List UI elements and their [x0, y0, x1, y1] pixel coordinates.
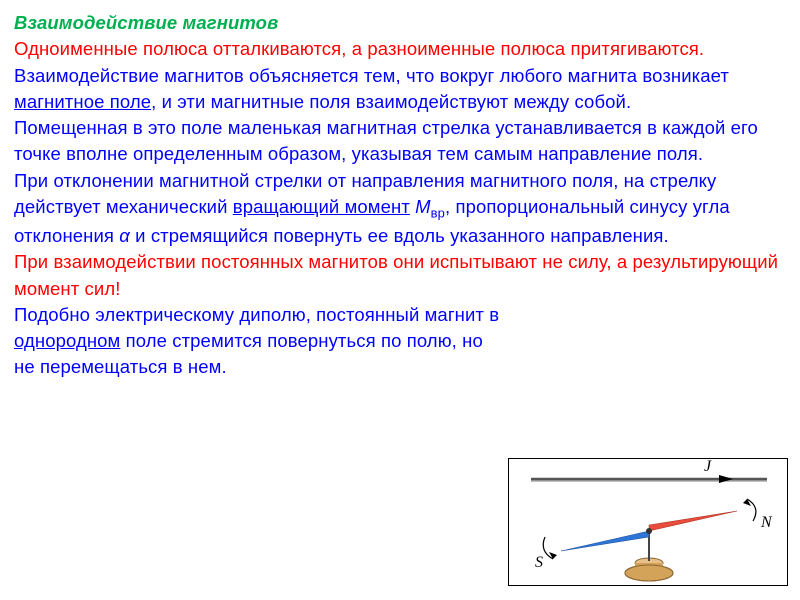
slide-title: Взаимодействие магнитов — [14, 10, 786, 36]
explanation-4: Подобно электрическому диполю, постоянны… — [14, 302, 506, 381]
alpha-symbol: α — [119, 225, 130, 246]
uniform-term: однородном — [14, 330, 120, 351]
explanation-3: При отклонении магнитной стрелки от напр… — [14, 168, 786, 250]
text-part: Взаимодействие магнитов объясняется тем,… — [14, 65, 729, 86]
rotation-arrow-right — [743, 499, 751, 506]
torque-term: вращающий момент — [233, 196, 410, 217]
south-label: S — [535, 554, 543, 571]
needle-south — [561, 531, 649, 551]
text-part: , и эти магнитные поля взаимодействуют м… — [151, 91, 631, 112]
diagram-svg: J S N — [509, 459, 789, 587]
moment-symbol: М — [415, 196, 431, 217]
moment-subscript: вр — [431, 206, 445, 221]
explanation-1: Взаимодействие магнитов объясняется тем,… — [14, 63, 786, 116]
magnetic-field-term: магнитное поле — [14, 91, 151, 112]
key-statement: При взаимодействии постоянных магнитов о… — [14, 249, 786, 302]
north-label: N — [760, 514, 773, 531]
text-part: Подобно электрическому диполю, постоянны… — [14, 304, 499, 325]
compass-diagram: J S N — [508, 458, 788, 586]
needle-north — [649, 511, 737, 531]
current-label: J — [704, 459, 712, 475]
current-arrow — [719, 475, 733, 483]
pivot-point — [646, 528, 652, 534]
rule-statement: Одноименные полюса отталкиваются, а разн… — [14, 36, 786, 62]
rotation-arrow-left — [549, 552, 557, 559]
explanation-2: Помещенная в это поле маленькая магнитна… — [14, 115, 786, 168]
text-part: и стремящийся повернуть ее вдоль указанн… — [130, 225, 669, 246]
